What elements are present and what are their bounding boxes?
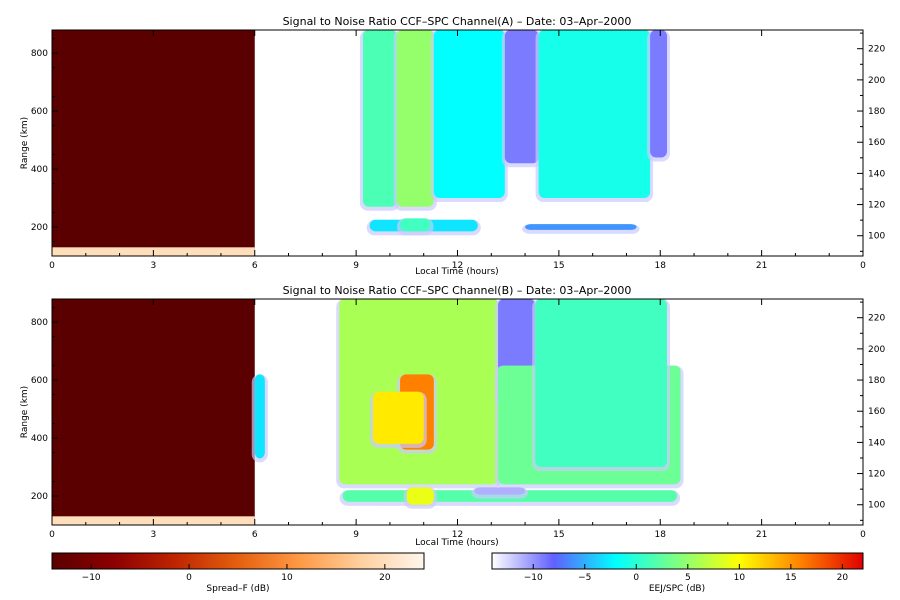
x-tick-label: 21 — [756, 261, 767, 271]
axes: 0 3 6 9 12 15 18 21 0 200 400 600 800 100 120 140 160 180… — [31, 30, 885, 271]
colorbar-tick-label: 10 — [281, 573, 293, 583]
snr-region — [474, 487, 526, 495]
snr-region — [538, 30, 651, 199]
colorbar-spread-f: −10 0 10 20 Spread–F (dB) — [51, 552, 425, 594]
x-tick-label: 18 — [655, 261, 667, 271]
snr-region — [504, 30, 539, 164]
colorbar-tick-label: 15 — [785, 573, 796, 583]
snr-region — [535, 299, 668, 468]
x-tick-label: 18 — [655, 530, 667, 540]
x-tick-label: 12 — [452, 261, 463, 271]
y-tick-label: 200 — [31, 492, 48, 502]
colorbar-tick-label: −10 — [524, 573, 543, 583]
snr-region — [362, 30, 397, 207]
y2-tick-label: 160 — [868, 138, 885, 148]
x-tick-label: 6 — [252, 530, 258, 540]
colorbar-ticks: −10 0 10 20 — [82, 564, 391, 583]
colorbar-tick-label: 0 — [633, 573, 639, 583]
snr-region — [406, 487, 434, 505]
x-tick-label: 12 — [452, 530, 463, 540]
panel-channel-a: Signal to Noise Ratio CCF–SPC Channel(A)… — [20, 15, 885, 277]
x-tick-label: 3 — [151, 261, 157, 271]
snr-region — [396, 30, 434, 207]
y2-tick-label: 140 — [868, 438, 885, 448]
y-tick-label: 400 — [31, 165, 48, 175]
chart-title: Signal to Noise Ratio CCF–SPC Channel(B)… — [283, 284, 632, 297]
snr-blobs — [251, 299, 684, 509]
y-tick-label: 200 — [31, 223, 48, 233]
colorbar-tick-label: 5 — [685, 573, 691, 583]
snr-region — [433, 30, 505, 199]
snr-blobs — [359, 30, 671, 236]
y2-tick-label: 120 — [868, 470, 885, 480]
snr-region — [373, 391, 424, 444]
y2-tick-label: 220 — [868, 314, 885, 324]
y-tick-label: 600 — [31, 376, 48, 386]
colorbar-swatch — [491, 552, 864, 570]
plot-area — [52, 30, 671, 256]
y2-tick-label: 160 — [868, 407, 885, 417]
x-tick-label: 15 — [553, 261, 564, 271]
x-tick-label: 15 — [553, 530, 564, 540]
y2-tick-label: 100 — [868, 501, 885, 511]
x-tick-label: 0 — [49, 261, 55, 271]
colorbar-tick-label: 20 — [379, 573, 391, 583]
x-tick-label: 9 — [353, 530, 359, 540]
colorbar-swatch — [51, 552, 425, 570]
x-axis-label: Local Time (hours) — [415, 267, 498, 277]
snr-region — [525, 224, 637, 230]
colorbar-ticks: −10 −5 0 5 10 15 20 — [524, 564, 849, 583]
x-tick-label: 21 — [756, 530, 767, 540]
y2-tick-label: 200 — [868, 345, 885, 355]
colorbar-tick-label: −5 — [578, 573, 591, 583]
x-tick-label: 0 — [860, 261, 866, 271]
panel-channel-b: Signal to Noise Ratio CCF–SPC Channel(B)… — [20, 284, 885, 548]
y2-tick-label: 200 — [868, 76, 885, 86]
y-tick-label: 800 — [31, 49, 48, 59]
y2-tick-label: 180 — [868, 107, 885, 117]
x-tick-label: 9 — [353, 261, 359, 271]
colorbar-tick-label: −10 — [82, 573, 101, 583]
y-axis-label: Range (km) — [20, 117, 30, 169]
y-tick-label: 800 — [31, 318, 48, 328]
colorbar-tick-label: 20 — [837, 573, 849, 583]
x-tick-label: 6 — [252, 261, 258, 271]
x-tick-label: 3 — [151, 530, 157, 540]
snr-region — [254, 374, 265, 459]
colorbar-label: Spread–F (dB) — [206, 584, 269, 594]
y2-tick-label: 120 — [868, 201, 885, 211]
y-tick-label: 600 — [31, 107, 48, 117]
axes: 0 3 6 9 12 15 18 21 0 200 400 600 800 100 120 140 160 180… — [31, 299, 885, 540]
masked-region — [52, 30, 255, 256]
y2-tick-label: 100 — [868, 232, 885, 242]
colorbar-eej-spc: −10 −5 0 5 10 15 20 EEJ/SPC (dB) — [491, 552, 864, 594]
colorbar-tick-label: 10 — [734, 573, 746, 583]
snr-region — [650, 30, 668, 158]
y2-tick-label: 140 — [868, 169, 885, 179]
x-tick-label: 0 — [860, 530, 866, 540]
masked-region — [52, 299, 255, 525]
y-tick-label: 400 — [31, 434, 48, 444]
x-tick-label: 0 — [49, 530, 55, 540]
colorbar-tick-label: 0 — [186, 573, 192, 583]
plot-area — [52, 299, 684, 525]
snr-region — [400, 218, 431, 232]
y2-tick-label: 220 — [868, 45, 885, 55]
colorbar-label: EEJ/SPC (dB) — [649, 584, 705, 594]
y-axis-label: Range (km) — [20, 386, 30, 438]
chart-title: Signal to Noise Ratio CCF–SPC Channel(A)… — [283, 15, 632, 28]
y2-tick-label: 180 — [868, 376, 885, 386]
x-axis-label: Local Time (hours) — [415, 538, 498, 548]
